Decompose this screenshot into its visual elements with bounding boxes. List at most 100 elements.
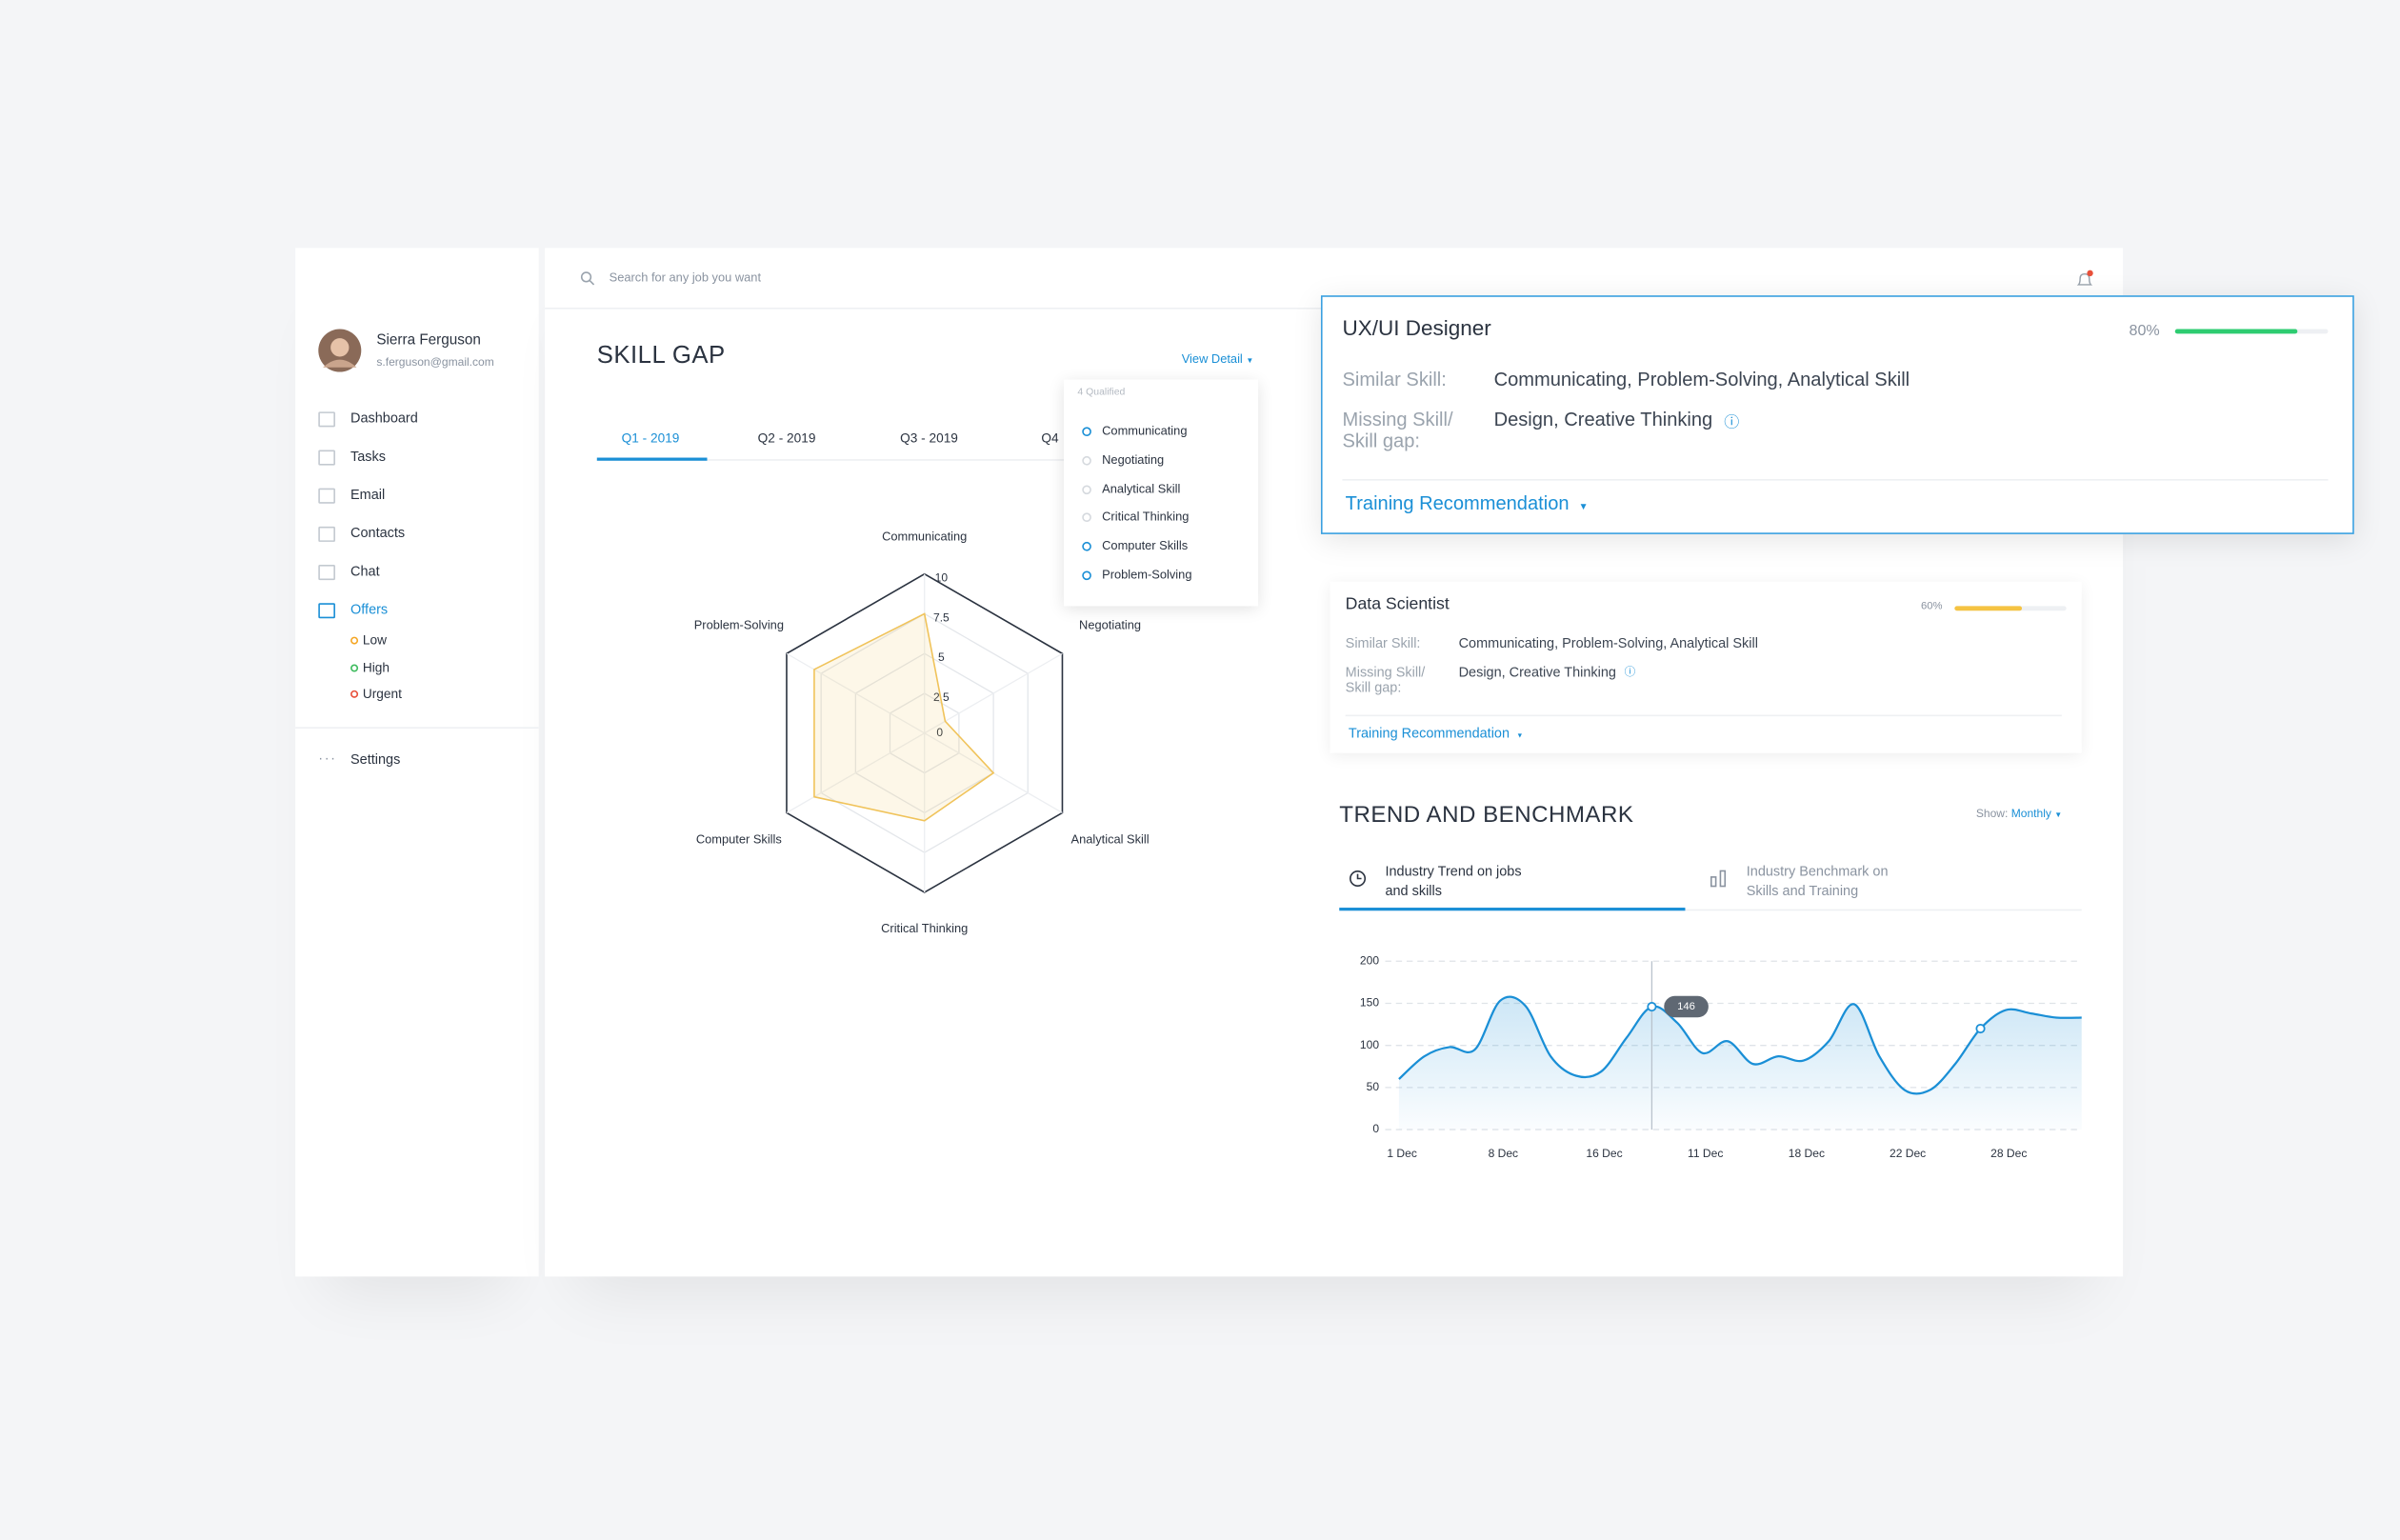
missing-label: Missing Skill/Skill gap: bbox=[1342, 409, 1452, 452]
search-input[interactable]: Search for any job you want bbox=[609, 270, 762, 285]
job-card: UX/UI Designer 80% Similar Skill: Communica… bbox=[1320, 295, 2354, 534]
trend-title: TREND AND BENCHMARK bbox=[1339, 802, 1634, 829]
x-tick-label: 22 Dec bbox=[1890, 1147, 1926, 1160]
settings-link[interactable]: Settings bbox=[350, 751, 401, 768]
nav-item[interactable]: Tasks bbox=[350, 448, 387, 464]
trend-tab[interactable]: Industry Trend on jobs and skills bbox=[1385, 862, 1521, 900]
match-label: 60% bbox=[1920, 601, 1943, 612]
card-divider bbox=[1345, 714, 2062, 717]
radar-axis-label: Problem-Solving bbox=[694, 618, 784, 632]
filter-label[interactable]: Communicating bbox=[1102, 424, 1188, 438]
show-label: Show: bbox=[1975, 806, 2009, 821]
radar-area bbox=[813, 612, 995, 822]
filter-check[interactable] bbox=[1082, 484, 1091, 494]
radar-tick-label: 7.5 bbox=[933, 610, 950, 624]
benchmark-icon bbox=[1710, 870, 1727, 888]
radar-axis-label: Analytical Skill bbox=[1071, 832, 1150, 847]
y-tick-label: 150 bbox=[1360, 996, 1379, 1010]
filter-label[interactable]: Critical Thinking bbox=[1102, 510, 1190, 525]
radar-tick-label: 5 bbox=[938, 650, 945, 664]
tab-underline bbox=[596, 457, 708, 461]
x-tick-label: 28 Dec bbox=[1990, 1147, 2027, 1160]
filter-label[interactable]: Negotiating bbox=[1102, 452, 1165, 467]
radar-tick-label: 2.5 bbox=[933, 690, 950, 704]
nav-item[interactable]: Offers bbox=[350, 601, 389, 617]
avatar[interactable] bbox=[317, 328, 363, 373]
training-label[interactable]: Training Recommendation bbox=[1345, 492, 1570, 515]
point-marker bbox=[1975, 1023, 1986, 1034]
filter-check[interactable] bbox=[1082, 570, 1091, 581]
offer-filter[interactable]: Urgent bbox=[362, 686, 402, 702]
skill-value: Design, Creative Thinking ⓘ bbox=[1458, 664, 1636, 680]
user-email: s.ferguson@gmail.com bbox=[376, 354, 494, 370]
label-line: Skill gap: bbox=[1342, 430, 1421, 452]
match-label: 80% bbox=[2129, 323, 2160, 340]
info-icon[interactable]: ⓘ bbox=[1624, 664, 1636, 678]
y-tick-label: 0 bbox=[1372, 1122, 1379, 1135]
tooltip bbox=[1664, 995, 1709, 1018]
filter-check[interactable] bbox=[1082, 513, 1091, 523]
radar-axis-label: Negotiating bbox=[1079, 618, 1141, 632]
match-track bbox=[1954, 606, 2067, 610]
nav-item[interactable]: Dashboard bbox=[350, 410, 418, 426]
nav-icon bbox=[318, 411, 335, 428]
nav-icon bbox=[318, 488, 335, 504]
line-series bbox=[1398, 995, 2082, 1095]
label-line: Missing Skill/ bbox=[1342, 409, 1453, 430]
caret: ▼ bbox=[1516, 731, 1524, 740]
sidebar-divider bbox=[295, 727, 539, 730]
nav-item[interactable]: Contacts bbox=[350, 525, 406, 541]
nav-item[interactable]: Email bbox=[350, 487, 386, 503]
radar-axis-label: Critical Thinking bbox=[881, 921, 968, 935]
search-icon bbox=[580, 271, 595, 286]
radar-axis-label: Computer Skills bbox=[696, 832, 782, 847]
filter-label[interactable]: Problem-Solving bbox=[1102, 568, 1192, 582]
notification-bell[interactable] bbox=[2074, 270, 2096, 291]
hover-point bbox=[1647, 1001, 1657, 1012]
show-select[interactable]: Show: Monthly ▼ bbox=[1975, 806, 2063, 821]
view-detail-label[interactable]: View Detail bbox=[1181, 351, 1243, 367]
benchmark-tab[interactable]: Industry Benchmark on Skills and Training bbox=[1747, 862, 1889, 900]
card-divider bbox=[1342, 479, 2329, 481]
x-tick-label: 8 Dec bbox=[1489, 1147, 1518, 1160]
match-track bbox=[2174, 329, 2329, 334]
filter-check[interactable] bbox=[1082, 455, 1091, 466]
radar-tick-label: 0 bbox=[936, 726, 943, 739]
sidebar bbox=[295, 248, 539, 1277]
missing-label: Missing Skill/Skill gap: bbox=[1346, 665, 1426, 696]
show-value[interactable]: Monthly bbox=[2010, 806, 2051, 821]
training-link[interactable]: Training Recommendation ▼ bbox=[1349, 726, 1524, 741]
info-icon[interactable]: ⓘ bbox=[1724, 414, 1740, 432]
quarter-tab[interactable]: Q4 bbox=[1041, 430, 1059, 446]
view-detail[interactable]: View Detail ▼ bbox=[1181, 351, 1254, 367]
nav-icon bbox=[318, 565, 335, 581]
filter-dropdown: 4 Qualified Communicating Negotiating Anal… bbox=[1063, 379, 1259, 607]
label-line: Missing Skill/ bbox=[1345, 664, 1426, 680]
radar-tick-label: 10 bbox=[935, 571, 949, 585]
label-line: Skill gap: bbox=[1345, 680, 1402, 696]
filter-check[interactable] bbox=[1082, 542, 1091, 551]
filter-label[interactable]: Computer Skills bbox=[1102, 539, 1189, 553]
training-link[interactable]: Training Recommendation ▼ bbox=[1346, 493, 1589, 515]
trend-tab-track bbox=[1339, 909, 2082, 911]
nav-item[interactable]: Chat bbox=[350, 563, 380, 579]
nav-icon bbox=[318, 450, 335, 466]
offer-filter[interactable]: High bbox=[362, 658, 390, 674]
status-dot bbox=[350, 663, 359, 671]
offer-filter[interactable]: Low bbox=[362, 631, 387, 648]
settings-icon: ··· bbox=[318, 750, 337, 766]
skill-label: Similar Skill: bbox=[1342, 369, 1447, 390]
training-label[interactable]: Training Recommendation bbox=[1348, 725, 1510, 741]
quarter-tab[interactable]: Q3 - 2019 bbox=[900, 430, 958, 446]
filter-header: 4 Qualified bbox=[1077, 387, 1126, 398]
filter-label[interactable]: Analytical Skill bbox=[1102, 481, 1181, 496]
section-title: SKILL GAP bbox=[596, 343, 726, 370]
quarter-tab[interactable]: Q2 - 2019 bbox=[757, 430, 816, 446]
filter-check[interactable] bbox=[1082, 427, 1091, 437]
radar-axis-label: Communicating bbox=[882, 529, 967, 543]
quarter-tab[interactable]: Q1 - 2019 bbox=[621, 430, 680, 446]
match-bar bbox=[1954, 606, 2022, 610]
radar-spoke bbox=[924, 652, 1063, 734]
